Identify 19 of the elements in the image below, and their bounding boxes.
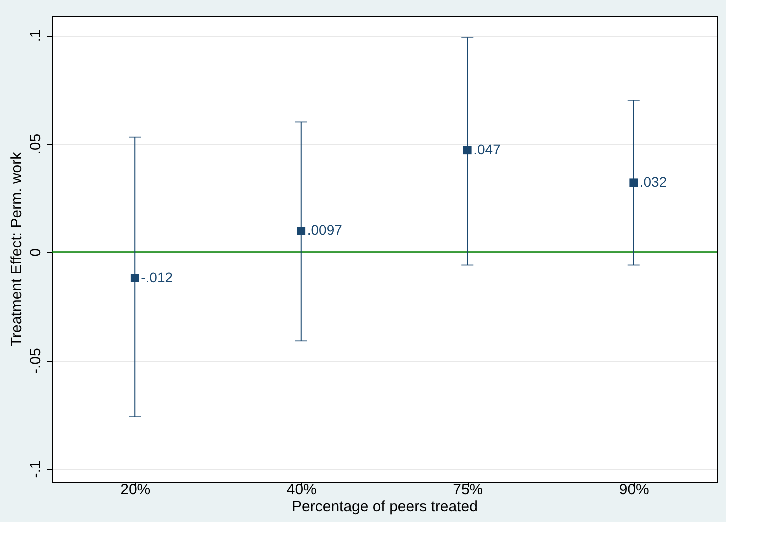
x-axis-title: Percentage of peers treated [292, 498, 478, 516]
point [463, 146, 472, 155]
data-label: -.012 [141, 269, 174, 286]
x-tick-label: 90% [619, 482, 650, 498]
data-label: .0097 [307, 222, 343, 238]
y-tick-label: .05 [28, 134, 44, 155]
y-axis-title: Treatment Effect: Perm. work [8, 152, 26, 347]
y-tick-label: -.05 [28, 348, 44, 374]
point [130, 274, 140, 282]
point [297, 227, 306, 236]
data-label: .047 [474, 141, 502, 158]
point [630, 178, 638, 188]
x-tick-label: 20% [120, 482, 151, 498]
y-tick-label: -.1 [28, 460, 44, 478]
x-tick-label: 40% [286, 482, 317, 498]
x-tick-label: 75% [453, 482, 484, 498]
y-tick-label: 0 [28, 248, 44, 257]
data-label: .032 [640, 174, 668, 190]
y-tick-label: .1 [28, 30, 44, 42]
